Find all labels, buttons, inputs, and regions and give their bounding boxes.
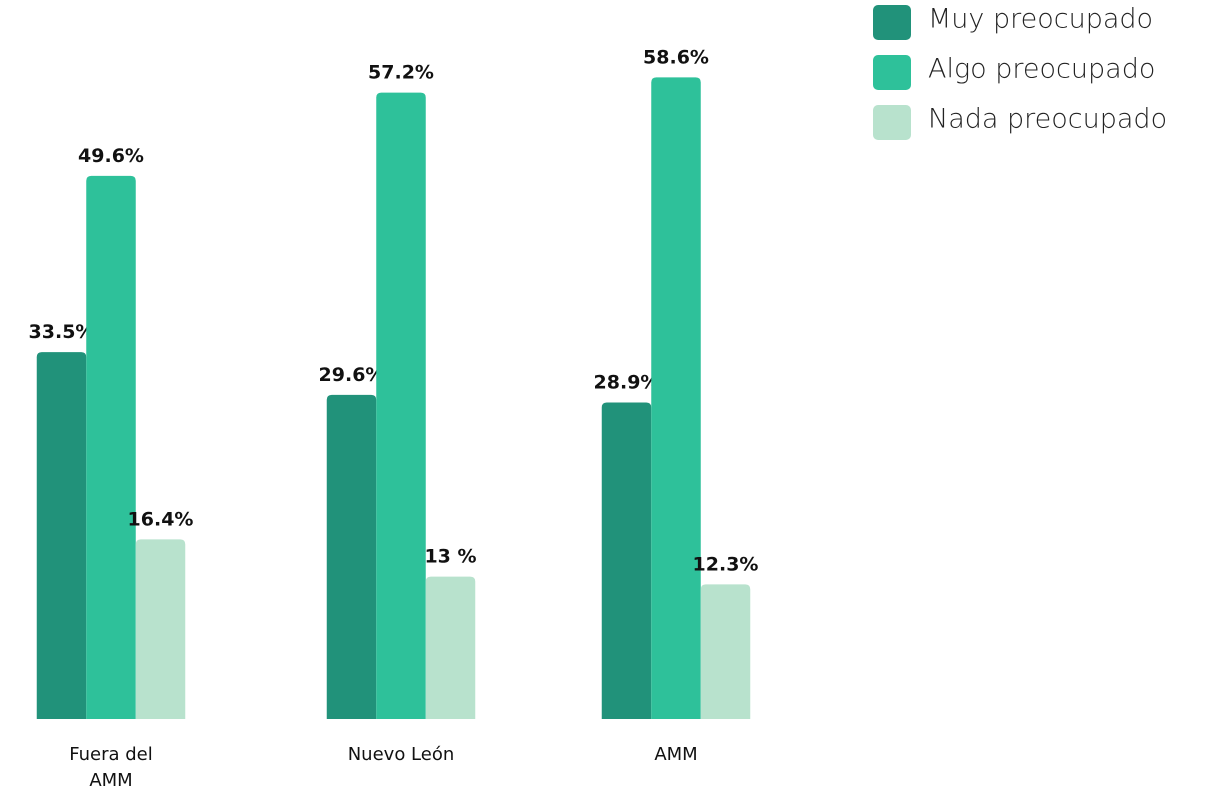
bar [425, 576, 476, 719]
x-tick-label: Nuevo León [347, 744, 455, 765]
x-tick-label: AMM [654, 744, 698, 765]
bar [700, 584, 751, 719]
data-label: 49.6% [78, 145, 144, 167]
bar [86, 175, 136, 719]
bar [651, 77, 701, 719]
bar [326, 394, 377, 719]
legend-swatch [873, 55, 911, 90]
bar [135, 539, 186, 719]
data-label: 13 % [424, 546, 476, 568]
bar [36, 352, 87, 719]
data-label: 57.2% [368, 62, 434, 84]
data-label: 58.6% [643, 46, 709, 68]
data-label: 16.4% [128, 508, 194, 530]
data-label: 28.9% [594, 372, 660, 394]
bar [601, 402, 652, 719]
data-label: 12.3% [693, 553, 759, 575]
legend-swatch [873, 5, 911, 40]
bar [376, 92, 426, 719]
x-tick-label: Fuera del AMM [69, 744, 153, 791]
legend-swatch [873, 105, 911, 140]
legend-label: Muy preocupado [928, 4, 1153, 35]
legend-label: Nada preocupado [928, 104, 1167, 135]
data-label: 29.6% [319, 364, 385, 386]
data-label: 33.5% [29, 321, 95, 343]
legend-label: Algo preocupado [928, 54, 1155, 85]
